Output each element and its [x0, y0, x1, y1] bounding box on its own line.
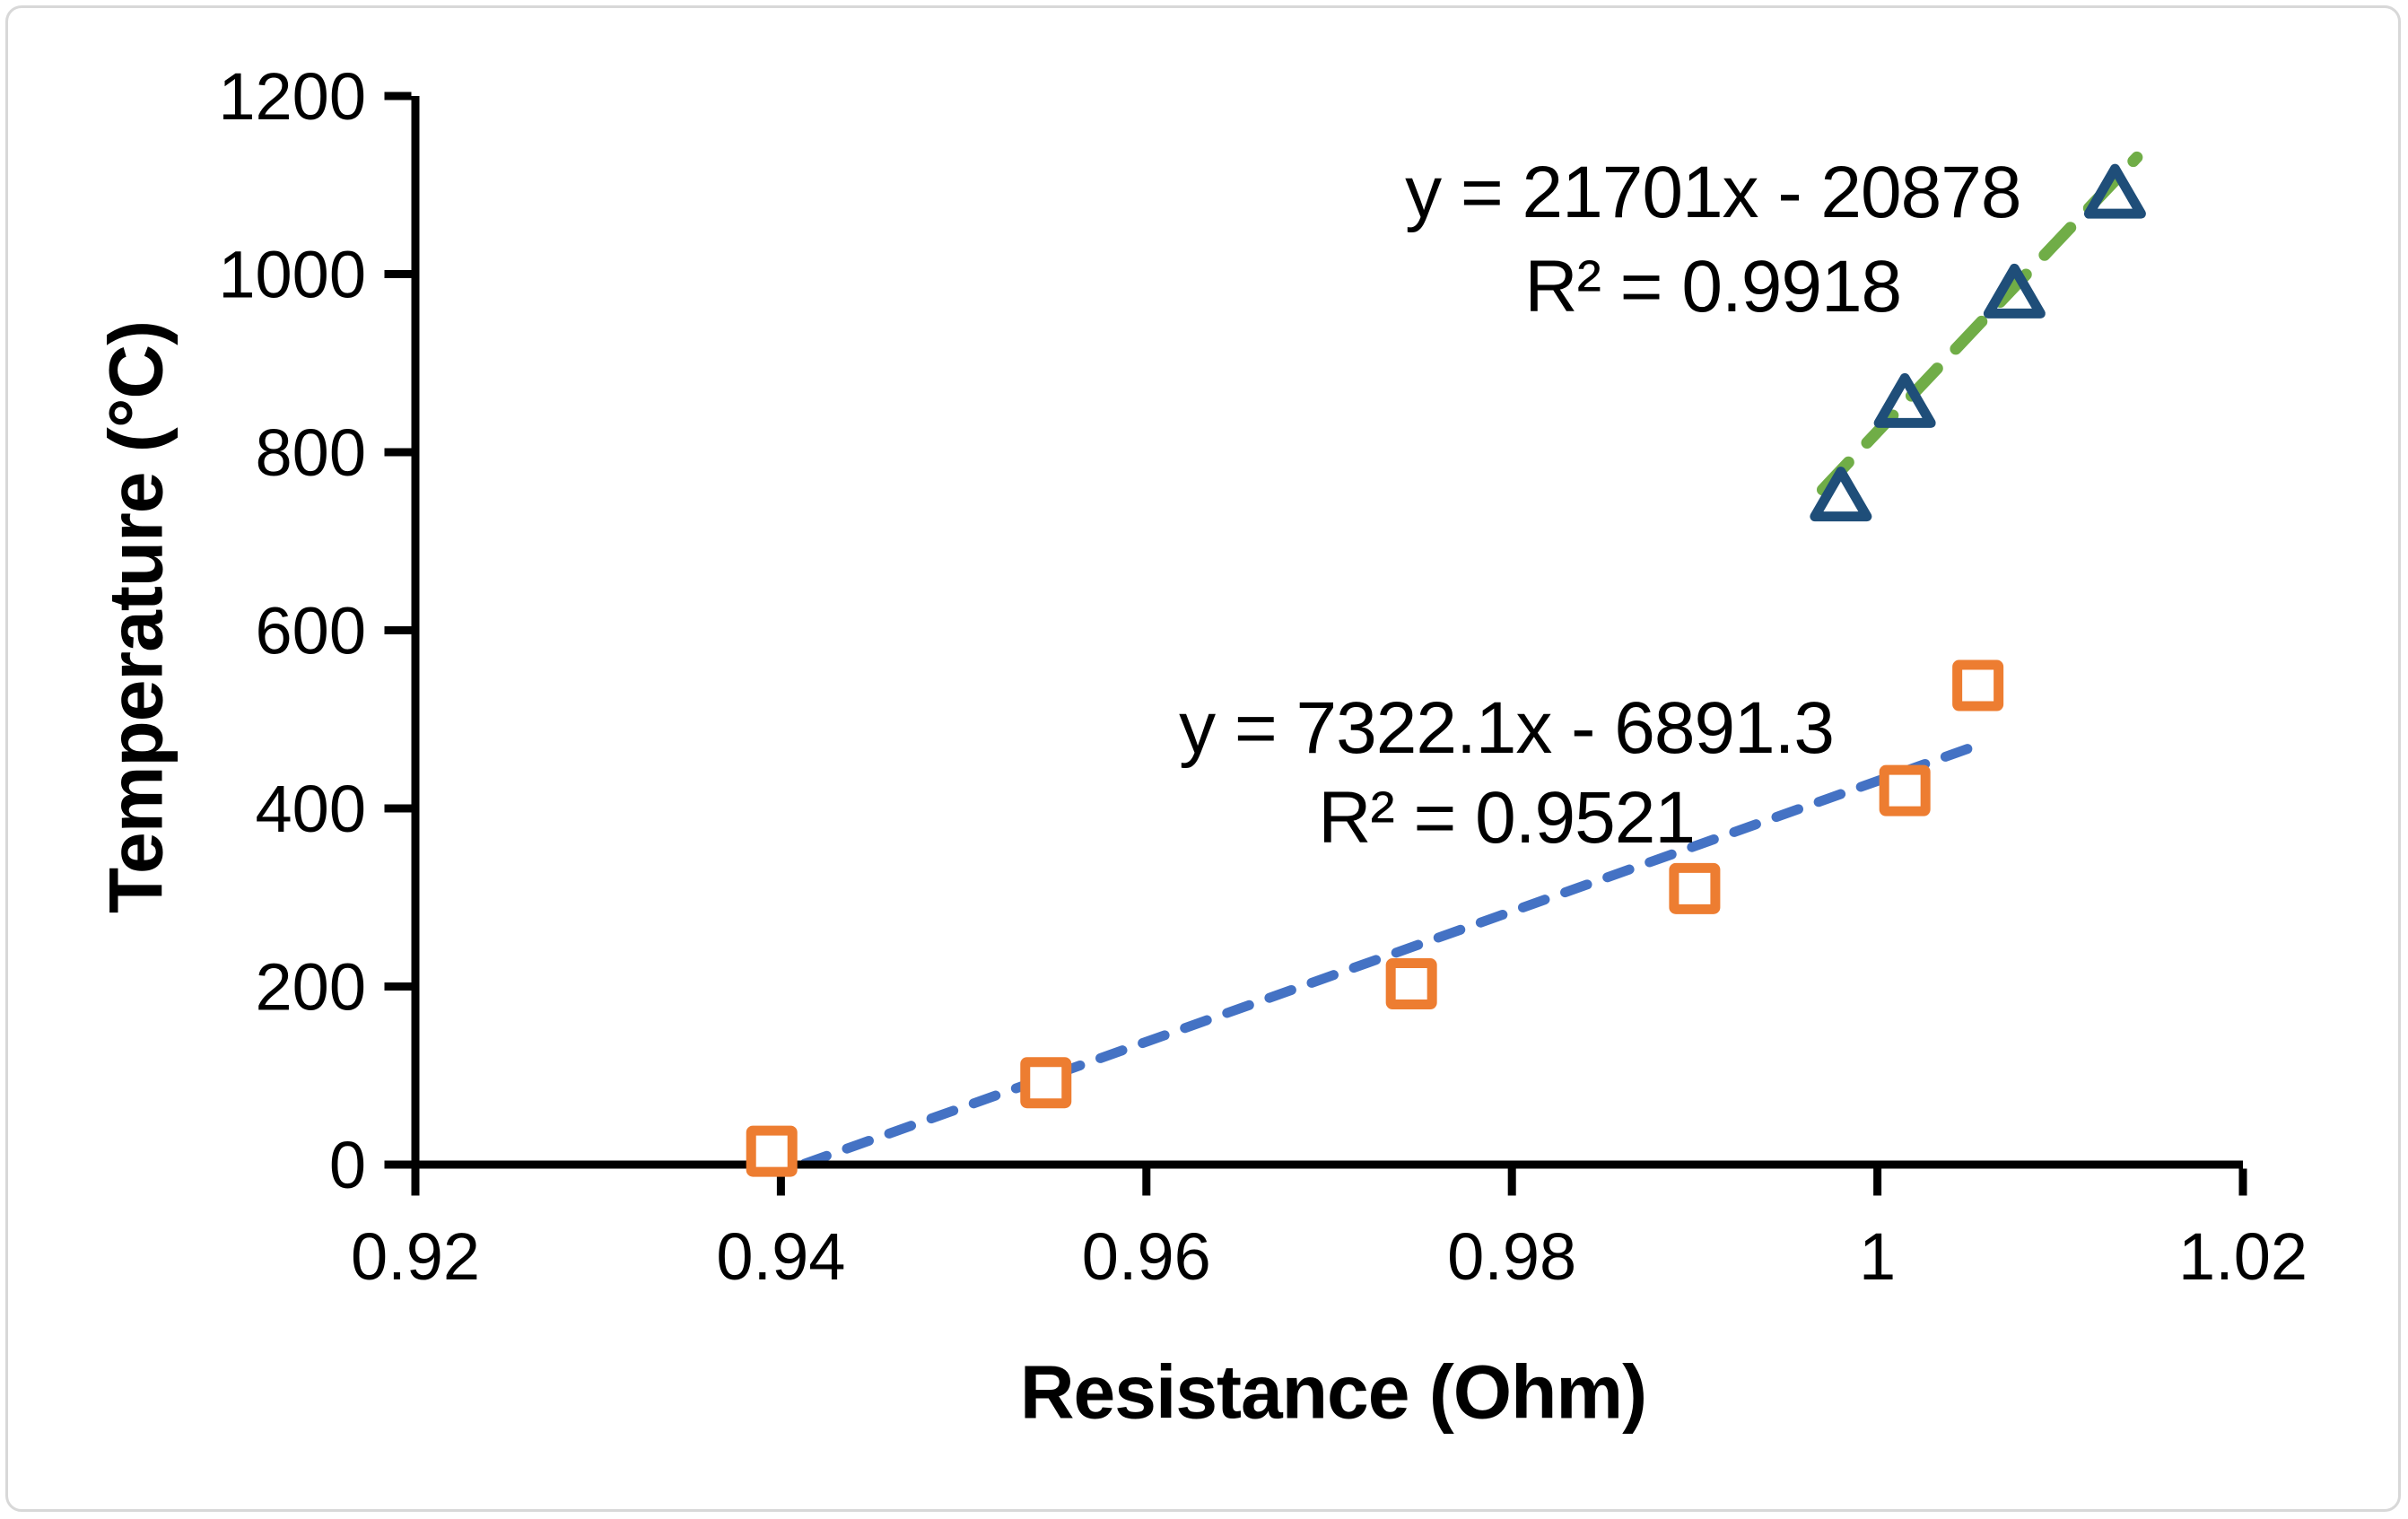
- trendline-squares-series: [799, 741, 1980, 1169]
- marker-triangle: [1983, 263, 2046, 319]
- marker-square: [1669, 862, 1721, 914]
- x-axis-title: Resistance (Ohm): [1019, 1349, 1647, 1435]
- marker-triangle: [2083, 163, 2146, 219]
- y-tick-label-400: 400: [256, 772, 366, 846]
- x-tick-label-0.92: 0.92: [351, 1219, 480, 1294]
- y-tick-label-0: 0: [329, 1128, 366, 1202]
- x-tick-label-1: 1: [1859, 1219, 1896, 1294]
- x-tick-label-0.94: 0.94: [716, 1219, 845, 1294]
- trendline-equation-triangles: y = 21701x - 20878: [1405, 152, 2021, 234]
- trendline-rsquared-triangles: R² = 0.9918: [1524, 246, 1902, 328]
- x-tick-label-0.98: 0.98: [1447, 1219, 1576, 1294]
- y-tick-label-600: 600: [256, 594, 366, 668]
- x-tick-label-1.02: 1.02: [2178, 1219, 2308, 1294]
- trendline-equation-squares: y = 7322.1x - 6891.3: [1179, 686, 1835, 769]
- marker-square: [1020, 1057, 1072, 1109]
- marker-square: [1879, 764, 1931, 816]
- marker-square: [746, 1125, 798, 1177]
- y-tick-label-1000: 1000: [218, 238, 366, 312]
- marker-triangle: [1873, 372, 1936, 428]
- y-tick-label-200: 200: [256, 950, 366, 1025]
- y-axis-title: Temperature (°C): [93, 320, 179, 914]
- axis-lines: [411, 96, 2243, 1169]
- marker-triangle: [1810, 467, 1872, 522]
- marker-square: [1385, 958, 1437, 1010]
- trendline-rsquared-squares: R² = 0.9521: [1318, 776, 1696, 859]
- y-tick-label-1200: 1200: [218, 59, 366, 134]
- trendline-triangles-series: [1816, 151, 2143, 496]
- marker-square: [1952, 659, 2004, 711]
- y-tick-label-800: 800: [256, 415, 366, 490]
- x-tick-label-0.96: 0.96: [1082, 1219, 1211, 1294]
